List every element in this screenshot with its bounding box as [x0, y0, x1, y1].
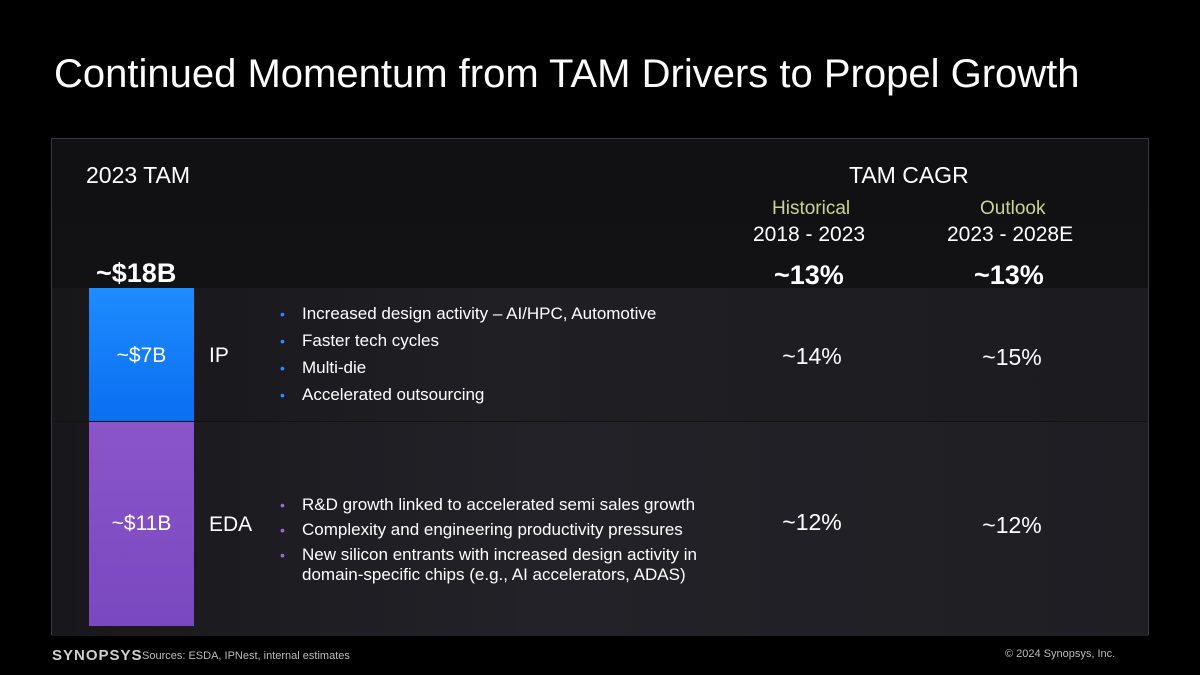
outlook-period: 2023 - 2028E — [947, 223, 1074, 246]
ip-row-band — [52, 288, 1148, 421]
list-item: • New silicon entrants with increased des… — [280, 545, 697, 584]
eda-tam-bar: ~$11B — [89, 422, 194, 626]
list-item: • Faster tech cycles — [280, 331, 439, 350]
list-item: • Accelerated outsourcing — [280, 385, 485, 404]
bullet-icon: • — [280, 497, 285, 513]
total-tam: ~$18B — [96, 258, 177, 288]
ip-drivers-list: • Increased design activity – AI/HPC, Aut… — [278, 304, 728, 412]
eda-drivers-list: • R&D growth linked to accelerated semi s… — [278, 495, 748, 590]
historical-label: Historical — [772, 198, 851, 219]
bullet-icon: • — [280, 306, 285, 322]
ip-tam-value: ~$7B — [116, 344, 167, 367]
tam-cagr-header: TAM CAGR — [849, 162, 969, 188]
ip-historical-cagr: ~14% — [782, 343, 842, 369]
list-item: • Complexity and engineering productivity… — [280, 520, 683, 539]
copyright: © 2024 Synopsys, Inc. — [1005, 648, 1116, 660]
ip-segment-label: IP — [209, 344, 229, 367]
outlook-label: Outlook — [980, 198, 1046, 219]
eda-historical-cagr: ~12% — [782, 509, 842, 535]
list-item: • Increased design activity – AI/HPC, Aut… — [280, 304, 657, 323]
ip-tam-bar: ~$7B — [89, 288, 194, 421]
tam-panel: 2023 TAM TAM CAGR Historical 2018 - 2023… — [51, 138, 1149, 636]
ip-outlook-cagr: ~15% — [982, 344, 1042, 370]
eda-tam-value: ~$11B — [111, 512, 172, 535]
tam-2023-header: 2023 TAM — [86, 162, 190, 188]
eda-row-band — [52, 422, 1148, 636]
list-item: • R&D growth linked to accelerated semi s… — [280, 495, 696, 514]
total-outlook-cagr: ~13% — [974, 260, 1044, 290]
slide-title: Continued Momentum from TAM Drivers to P… — [54, 52, 1080, 96]
bullet-icon: • — [280, 333, 285, 349]
synopsys-logo: SYNOPSYS — [52, 647, 143, 664]
bullet-icon: • — [280, 547, 285, 563]
eda-outlook-cagr: ~12% — [982, 512, 1042, 538]
bullet-icon: • — [280, 522, 285, 538]
total-historical-cagr: ~13% — [774, 260, 844, 290]
list-item: • Multi-die — [280, 358, 367, 377]
bullet-icon: • — [280, 387, 285, 403]
historical-period: 2018 - 2023 — [753, 223, 866, 246]
bullet-icon: • — [280, 360, 285, 376]
sources-note: Sources: ESDA, IPNest, internal estimate… — [142, 650, 350, 662]
eda-segment-label: EDA — [209, 513, 253, 536]
